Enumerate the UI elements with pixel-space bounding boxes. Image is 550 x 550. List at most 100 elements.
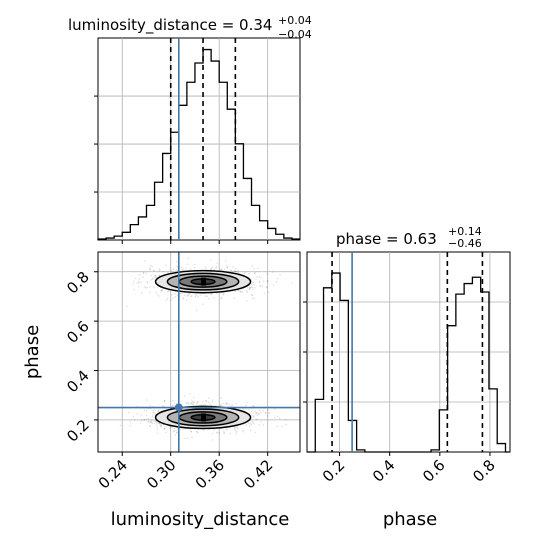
sample-point	[211, 439, 214, 441]
sample-point	[263, 292, 266, 294]
sample-point	[181, 266, 183, 269]
sample-point	[253, 422, 256, 425]
sample-point	[248, 425, 251, 427]
sample-point	[224, 260, 227, 262]
sample-point	[138, 278, 141, 280]
sample-point	[232, 404, 234, 406]
sample-point	[138, 282, 141, 284]
sample-point	[155, 420, 157, 422]
sample-point	[233, 297, 236, 299]
sample-point	[155, 421, 157, 424]
sample-point	[191, 436, 193, 438]
sample-point	[151, 419, 153, 421]
sample-point	[140, 419, 143, 422]
y-tick-label: 0.2	[63, 416, 93, 446]
sample-point	[222, 292, 225, 295]
x-tick-label: 0.2	[319, 456, 349, 486]
sample-point	[284, 418, 287, 421]
sample-point	[173, 430, 176, 433]
sample-point	[252, 404, 254, 407]
sample-point	[174, 293, 176, 295]
sample-point	[142, 272, 144, 274]
sample-point	[225, 402, 228, 404]
sample-point	[253, 297, 256, 300]
sample-point	[158, 269, 161, 272]
sample-point	[165, 299, 168, 302]
sample-point	[149, 264, 152, 267]
sample-point	[176, 432, 178, 434]
sample-point	[162, 270, 164, 273]
sample-point	[155, 275, 157, 277]
x-tick-label: 0.36	[192, 456, 228, 492]
sample-point	[222, 294, 225, 296]
sample-point	[248, 408, 250, 411]
sample-point	[141, 292, 143, 294]
x-axis-label-phase: phase	[383, 509, 437, 530]
sample-point	[251, 294, 254, 297]
sample-point	[213, 429, 215, 431]
sample-point	[204, 295, 207, 298]
sample-point	[176, 294, 179, 297]
sample-point	[234, 426, 236, 429]
sample-point	[146, 280, 149, 283]
sample-point	[267, 415, 269, 417]
phase-title: phase = 0.63	[336, 230, 437, 248]
sample-point	[233, 428, 236, 431]
sample-point	[134, 277, 137, 280]
sample-point	[205, 267, 208, 270]
sample-point	[153, 286, 156, 289]
sample-point	[188, 403, 190, 405]
sample-point	[149, 286, 151, 288]
sample-point	[156, 432, 159, 435]
sample-point	[175, 260, 178, 263]
sample-point	[165, 426, 167, 429]
sample-point	[218, 432, 221, 434]
sample-point	[220, 296, 222, 299]
sample-point	[171, 426, 174, 429]
sample-point	[186, 295, 189, 297]
sample-point	[163, 399, 166, 402]
phase-title-upper: +0.14	[448, 225, 482, 238]
sample-point	[279, 274, 281, 276]
luminosity-distance-title: luminosity_distance = 0.34	[68, 16, 272, 35]
sample-point	[196, 400, 199, 403]
sample-point	[125, 305, 128, 308]
sample-point	[166, 291, 169, 293]
sample-point	[278, 417, 281, 420]
sample-point	[184, 437, 186, 440]
sample-point	[150, 420, 152, 423]
sample-point	[248, 288, 251, 291]
sample-point	[247, 422, 250, 425]
sample-point	[197, 401, 199, 404]
sample-point	[256, 418, 259, 421]
sample-point	[153, 412, 155, 414]
sample-point	[148, 268, 151, 271]
sample-point	[194, 296, 197, 298]
sample-point	[166, 297, 169, 300]
sample-point	[210, 268, 212, 270]
sample-point	[149, 421, 151, 423]
sample-point	[253, 286, 256, 289]
sample-point	[235, 270, 238, 273]
sample-point	[257, 413, 260, 415]
sample-point	[160, 289, 163, 292]
sample-point	[220, 297, 223, 300]
sample-point	[138, 273, 141, 276]
density-peak	[201, 277, 207, 286]
sample-point	[281, 425, 283, 428]
sample-point	[250, 283, 253, 285]
sample-point	[235, 402, 237, 405]
sample-point	[245, 424, 248, 426]
sample-point	[144, 287, 147, 289]
sample-point	[119, 424, 122, 427]
sample-point	[260, 411, 262, 414]
sample-point	[145, 272, 148, 275]
sample-point	[216, 262, 218, 264]
sample-point	[235, 433, 237, 435]
sample-point	[163, 401, 165, 403]
sample-point	[129, 424, 132, 427]
sample-point	[179, 428, 182, 430]
sample-point	[252, 281, 255, 283]
sample-point	[193, 401, 195, 404]
sample-point	[266, 286, 268, 289]
